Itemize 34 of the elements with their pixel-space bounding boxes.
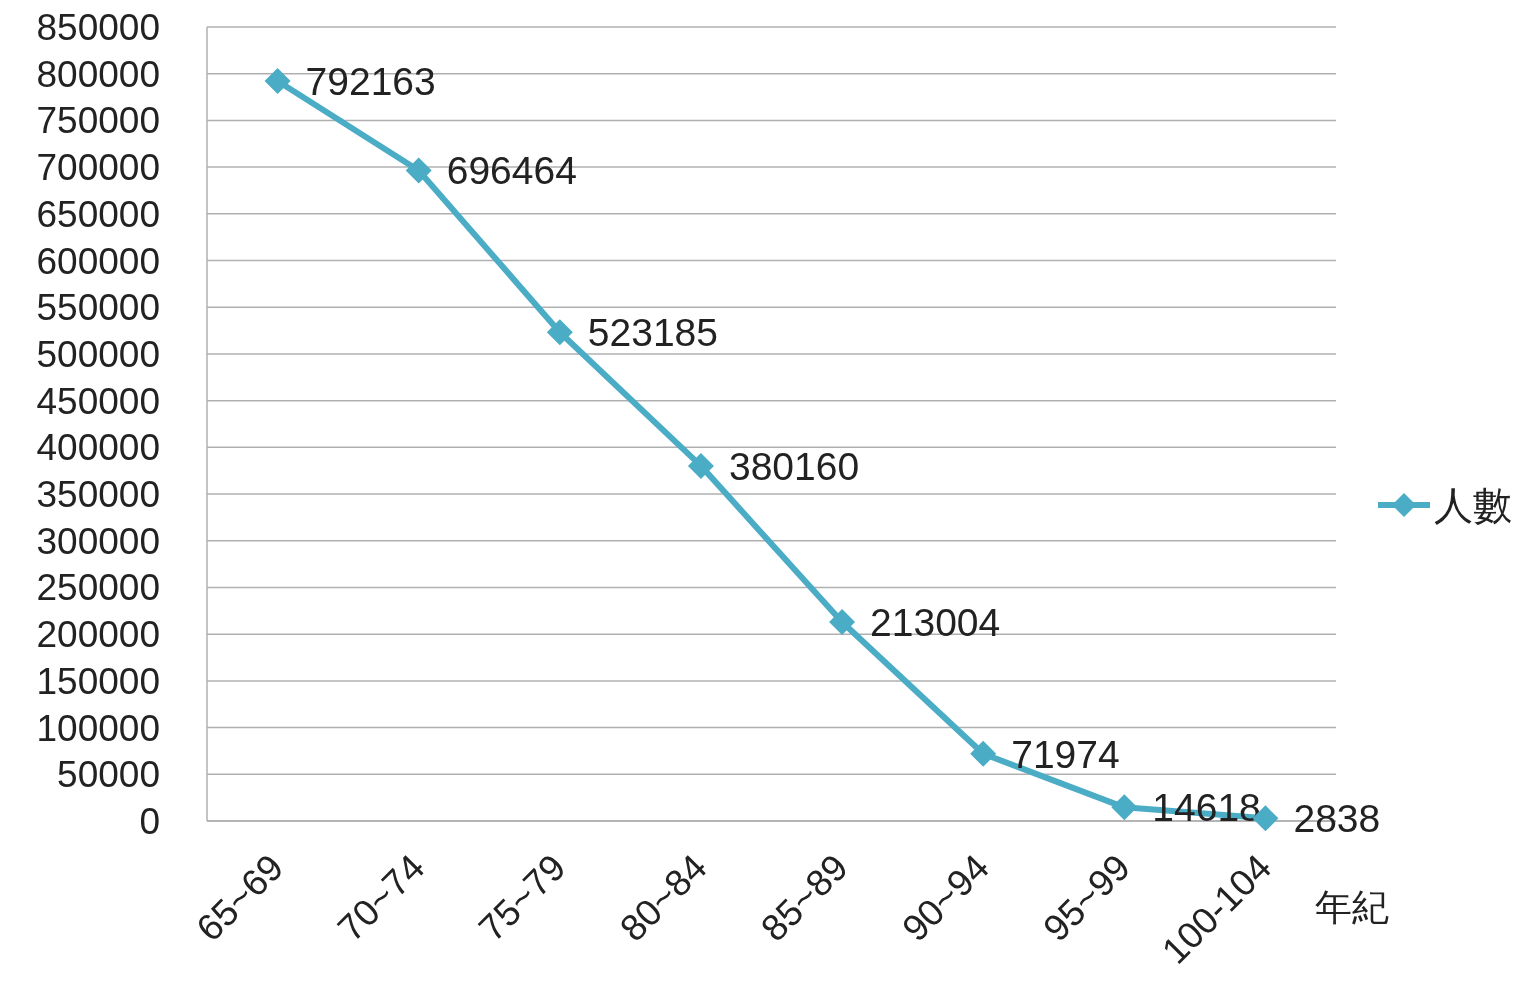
y-tick-label: 750000: [36, 100, 160, 142]
data-label: 2838: [1293, 797, 1381, 841]
data-label: 213004: [870, 601, 1001, 645]
point: [970, 740, 997, 767]
data-label: 523185: [587, 311, 718, 355]
y-tick-label: 150000: [36, 660, 160, 702]
y-tick-label: 0: [139, 801, 160, 842]
y-tick-label: 350000: [36, 474, 160, 516]
y-tick-label: 650000: [36, 193, 160, 235]
y-tick-label: 550000: [36, 287, 160, 329]
y-tick-label: 450000: [36, 380, 160, 422]
legend-label: 人數: [1434, 484, 1512, 527]
point: [829, 609, 856, 636]
point: [405, 157, 432, 184]
y-tick-label: 500000: [36, 333, 160, 375]
y-tick-label: 300000: [36, 520, 160, 562]
y-tick-label: 400000: [36, 427, 160, 469]
y-tick-label: 50000: [57, 754, 160, 796]
point: [687, 452, 714, 479]
point: [546, 319, 573, 346]
y-tick-label: 850000: [36, 7, 160, 48]
y-tick-label: 800000: [36, 53, 160, 95]
point: [264, 68, 291, 95]
data-label: 71974: [1011, 732, 1120, 776]
y-tick-label: 600000: [36, 240, 160, 282]
y-tick-label: 200000: [36, 614, 160, 656]
point: [1111, 794, 1138, 821]
x-axis-title: 年紀: [1315, 887, 1389, 928]
data-label: 380160: [728, 444, 860, 488]
y-tick-label: 700000: [36, 147, 160, 189]
data-label: 696464: [446, 149, 577, 193]
data-label: 792163: [305, 60, 436, 104]
y-tick-label: 250000: [36, 567, 160, 609]
y-tick-label: 100000: [36, 707, 160, 749]
